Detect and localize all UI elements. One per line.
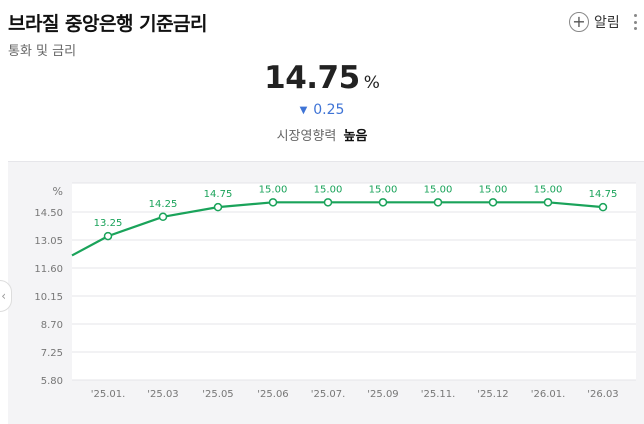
rate-line-chart[interactable]: 14.50 13.05 11.60 10.15 8.70 7.25 5.80% '25.01.… [8,162,644,424]
rate-value: 14.75 [264,60,360,96]
data-point [158,212,168,222]
data-label: 15.00 [479,184,508,195]
x-tick-label: '25.06 [257,389,288,400]
alarm-button[interactable]: + 알림 [569,11,620,33]
y-tick-label: 10.15 [34,292,63,303]
data-label: 14.25 [149,199,178,210]
impact-value: 높음 [343,129,368,144]
data-point [103,231,113,241]
data-point [433,198,443,207]
data-point [598,202,608,212]
x-tick-label: '25.12 [477,389,508,400]
x-tick-label: '25.01. [91,389,126,400]
data-label: 14.75 [204,189,233,200]
data-label: 13.25 [94,218,123,229]
data-label: 15.00 [534,184,563,195]
page-title: 브라질 중앙은행 기준금리 [8,13,208,35]
plot-area [72,183,636,380]
data-point [543,198,553,207]
current-rate: 14.75% [0,60,644,96]
data-label: 14.75 [589,189,618,200]
y-tick-label: 13.05 [34,236,63,247]
y-tick-label: 8.70 [41,320,63,331]
change-value: 0.25 [313,102,345,118]
impact-label: 시장영향력 [276,129,337,144]
chart-panel: 14.50 13.05 11.60 10.15 8.70 7.25 5.80% '25.01.… [8,161,644,424]
x-tick-label: '25.05 [202,389,233,400]
x-tick-label: '25.11. [421,389,456,400]
market-impact: 시장영향력 높음 [0,125,644,144]
alarm-label: 알림 [594,15,620,31]
rate-unit: % [363,73,380,93]
rate-change: ▼ 0.25 [0,102,644,118]
data-point [323,198,333,207]
y-tick-label: 14.50 [34,208,63,219]
y-tick-label: 7.25 [41,348,63,359]
down-arrow-icon: ▼ [299,105,308,116]
data-label: 15.00 [369,184,398,195]
data-label: 15.00 [424,184,453,195]
x-tick-label: '26.01. [531,389,566,400]
y-tick-label: 5.80 [41,376,63,387]
y-tick-label: 11.60 [34,264,63,275]
data-label: 15.00 [259,184,288,195]
x-tick-label: '25.09 [367,389,398,400]
plus-icon: + [569,12,589,32]
more-vertical-icon[interactable] [634,12,640,32]
data-point [488,198,498,207]
data-point [213,202,223,212]
category-subtitle: 통화 및 금리 [8,44,77,59]
data-point [268,198,278,207]
y-axis-label: % [53,185,63,198]
x-tick-label: '25.07. [311,389,346,400]
data-label: 15.00 [314,184,343,195]
data-point [378,198,388,207]
x-tick-label: '25.03 [147,389,178,400]
x-tick-label: '26.03 [587,389,618,400]
